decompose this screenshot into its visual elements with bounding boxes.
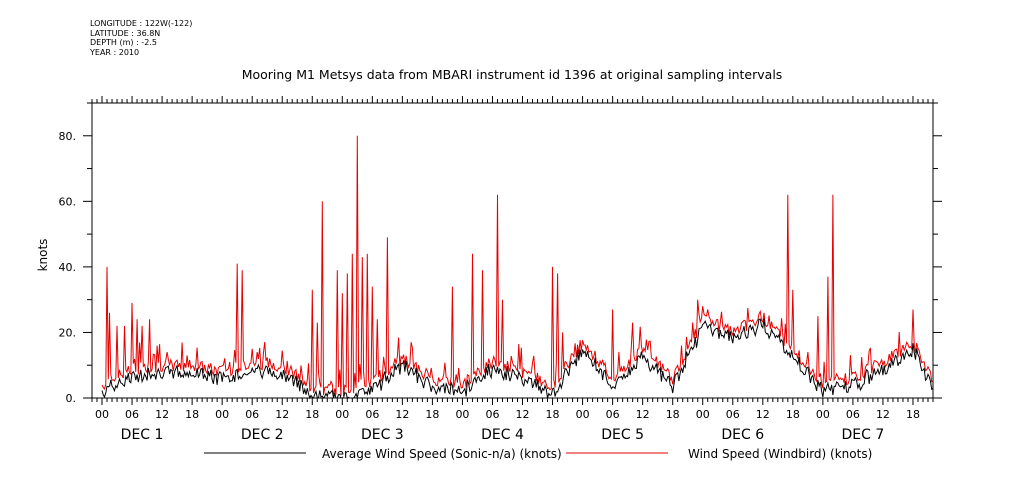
y-tick-labels: 0. 20. 40. 60. 80. <box>59 130 77 405</box>
x-tick-label: 18 <box>305 408 319 421</box>
day-label: DEC 2 <box>241 427 284 443</box>
x-tick-label: 18 <box>185 408 199 421</box>
chart-title: Mooring M1 Metsys data from MBARI instru… <box>242 67 783 82</box>
x-tick-label: 06 <box>726 408 740 421</box>
legend-label-average: Average Wind Speed (Sonic-n/a) (knots) <box>322 447 562 461</box>
longitude-text: LONGITUDE : 122W(-122) <box>90 19 193 28</box>
x-tick-label: 18 <box>425 408 439 421</box>
day-label: DEC 6 <box>721 427 764 443</box>
x-tick-label: 12 <box>275 408 289 421</box>
x-tick-label: 12 <box>876 408 890 421</box>
x-tick-label: 06 <box>606 408 620 421</box>
day-label: DEC 7 <box>842 427 885 443</box>
y-tick-label: 60. <box>59 195 77 208</box>
x-tick-label: 00 <box>215 408 229 421</box>
x-tick-label: 18 <box>786 408 800 421</box>
legend: Average Wind Speed (Sonic-n/a) (knots) W… <box>204 447 872 461</box>
x-tick-label: 12 <box>516 408 530 421</box>
day-label: DEC 4 <box>481 427 524 443</box>
y-tick-label: 20. <box>59 326 77 339</box>
day-label: DEC 1 <box>121 427 164 443</box>
x-tick-label: 12 <box>756 408 770 421</box>
series-average-sonic <box>101 318 934 400</box>
x-tick-label: 12 <box>636 408 650 421</box>
latitude-text: LATITUDE : 36.8N <box>90 28 161 38</box>
series-windbird <box>101 135 934 397</box>
series-group <box>101 135 934 400</box>
x-tick-label: 18 <box>546 408 560 421</box>
x-tick-label: 18 <box>666 408 680 421</box>
x-tick-label: 06 <box>485 408 499 421</box>
x-tick-label: 00 <box>455 408 469 421</box>
x-tick-label: 06 <box>365 408 379 421</box>
x-tick-label: 00 <box>816 408 830 421</box>
x-tick-label: 12 <box>395 408 409 421</box>
y-tick-label: 40. <box>59 261 77 274</box>
day-labels: DEC 1 DEC 2 DEC 3 DEC 4 DEC 5 DEC 6 DEC 7 <box>121 427 885 443</box>
x-tick-label: 00 <box>696 408 710 421</box>
day-label: DEC 5 <box>601 427 644 443</box>
x-tick-label: 00 <box>335 408 349 421</box>
legend-label-windbird: Wind Speed (Windbird) (knots) <box>688 447 872 461</box>
x-tick-label: 06 <box>846 408 860 421</box>
year-text: YEAR : 2010 <box>90 47 140 57</box>
y-axis-label: knots <box>36 239 50 272</box>
x-tick-label: 06 <box>245 408 259 421</box>
depth-text: DEPTH (m) : -2.5 <box>90 38 157 47</box>
day-label: DEC 3 <box>361 427 404 443</box>
plot-frame <box>91 102 934 399</box>
y-tick-label: 0. <box>66 392 77 405</box>
axis-ticks <box>83 96 942 405</box>
x-tick-label: 18 <box>906 408 920 421</box>
x-tick-label: 00 <box>576 408 590 421</box>
metadata-block: LONGITUDE : 122W(-122) LATITUDE : 36.8N … <box>90 19 192 57</box>
x-tick-labels: 00 06 12 18 00 06 12 18 00 06 12 18 00 06 12 18 00 06 12 18… <box>95 408 920 421</box>
y-tick-label: 80. <box>59 130 77 143</box>
x-tick-label: 00 <box>95 408 109 421</box>
x-tick-label: 06 <box>125 408 139 421</box>
x-tick-label: 12 <box>155 408 169 421</box>
